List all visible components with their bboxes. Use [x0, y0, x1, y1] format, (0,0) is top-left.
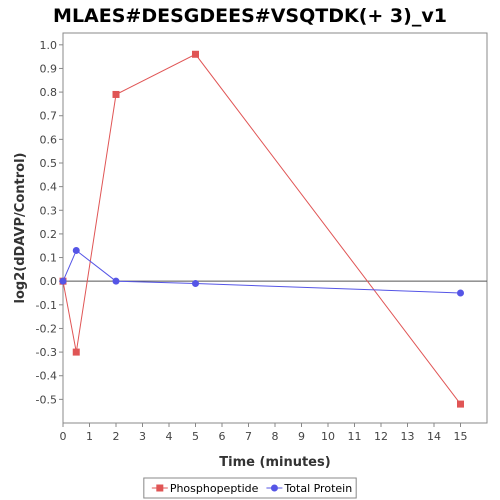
- total-protein-point: [72, 246, 80, 254]
- y-tick-label: 0.0: [40, 275, 58, 288]
- x-tick-label: 14: [427, 430, 441, 443]
- total-protein-point: [112, 277, 120, 285]
- legend-marker-phosphopeptide: [156, 484, 164, 492]
- y-tick-label: -0.3: [36, 346, 57, 359]
- legend-label-phosphopeptide: Phosphopeptide: [170, 482, 259, 495]
- x-tick-label: 9: [298, 430, 305, 443]
- legend-box: [143, 477, 357, 499]
- y-tick-label: 0.6: [40, 133, 58, 146]
- x-tick-label: 11: [348, 430, 362, 443]
- x-axis: 0 1 2 3 4 5 6 7 8 9 10 11 12 13 14 15: [60, 423, 468, 443]
- y-axis: 1.0 0.9 0.8 0.7 0.6 0.5 0.4 0.3 0.2 0.1 0.0 -0.1 -0.…: [36, 39, 63, 406]
- legend-label-total-protein: Total Protein: [283, 482, 352, 495]
- x-tick-label: 4: [166, 430, 173, 443]
- total-protein-point: [457, 289, 464, 297]
- y-tick-label: -0.5: [36, 393, 57, 406]
- y-tick-label: 0.8: [40, 86, 58, 99]
- chart-title: MLAES#DESGDEES#VSQTDK(+ 3)_v1: [53, 5, 447, 27]
- x-tick-label: 10: [321, 430, 335, 443]
- x-tick-label: 12: [374, 430, 388, 443]
- x-tick-label: 2: [113, 430, 120, 443]
- total-protein-point: [192, 280, 199, 288]
- x-tick-label: 0: [60, 430, 67, 443]
- plot-area: [62, 32, 488, 424]
- phosphopeptide-point: [72, 348, 80, 356]
- x-tick-label: 13: [401, 430, 415, 443]
- y-tick-label: 1.0: [40, 39, 58, 52]
- total-protein-point: [59, 277, 67, 285]
- x-axis-title: Time (minutes): [219, 455, 330, 470]
- y-tick-label: 0.1: [40, 252, 58, 265]
- x-tick-label: 5: [192, 430, 199, 443]
- x-tick-label: 8: [272, 430, 279, 443]
- x-tick-label: 7: [245, 430, 252, 443]
- phosphopeptide-point: [112, 90, 120, 98]
- phosphopeptide-point: [192, 50, 199, 58]
- y-tick-label: 0.9: [40, 62, 58, 75]
- phosphopeptide-point: [457, 400, 464, 408]
- y-tick-label: -0.1: [36, 299, 57, 312]
- y-tick-label: 0.2: [40, 228, 58, 241]
- y-tick-label: 0.7: [40, 110, 58, 123]
- legend-marker-total-protein: [270, 484, 278, 492]
- y-tick-label: -0.4: [36, 370, 57, 383]
- y-axis-title: log2(dDAVP/Control): [13, 153, 28, 304]
- y-tick-label: 0.4: [40, 181, 58, 194]
- x-tick-label: 15: [454, 430, 468, 443]
- x-tick-label: 6: [219, 430, 226, 443]
- y-tick-label: 0.3: [40, 204, 58, 217]
- series-layer: [59, 50, 464, 408]
- y-tick-label: -0.2: [36, 322, 57, 335]
- x-tick-label: 3: [139, 430, 146, 443]
- y-tick-label: 0.5: [40, 157, 58, 170]
- legend: Phosphopeptide Total Protein: [143, 477, 357, 499]
- x-tick-label: 1: [86, 430, 93, 443]
